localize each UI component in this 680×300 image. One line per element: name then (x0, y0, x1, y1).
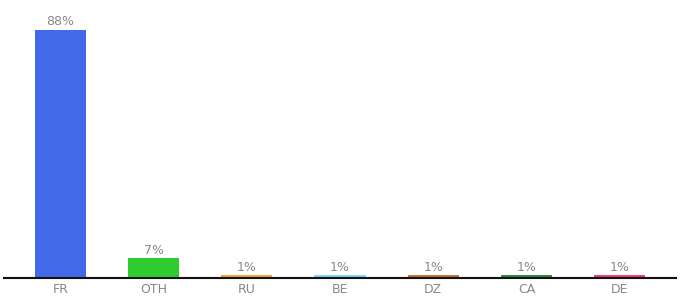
Text: 1%: 1% (330, 261, 350, 274)
Text: 1%: 1% (517, 261, 537, 274)
Text: 1%: 1% (237, 261, 257, 274)
Text: 88%: 88% (46, 15, 74, 28)
Bar (407, 275, 459, 278)
Bar (128, 258, 180, 278)
Text: 7%: 7% (143, 244, 164, 257)
Bar (500, 275, 552, 278)
Bar (594, 275, 645, 278)
Text: 1%: 1% (610, 261, 630, 274)
Bar (314, 275, 366, 278)
Bar (35, 30, 86, 278)
Text: 1%: 1% (423, 261, 443, 274)
Bar (221, 275, 273, 278)
